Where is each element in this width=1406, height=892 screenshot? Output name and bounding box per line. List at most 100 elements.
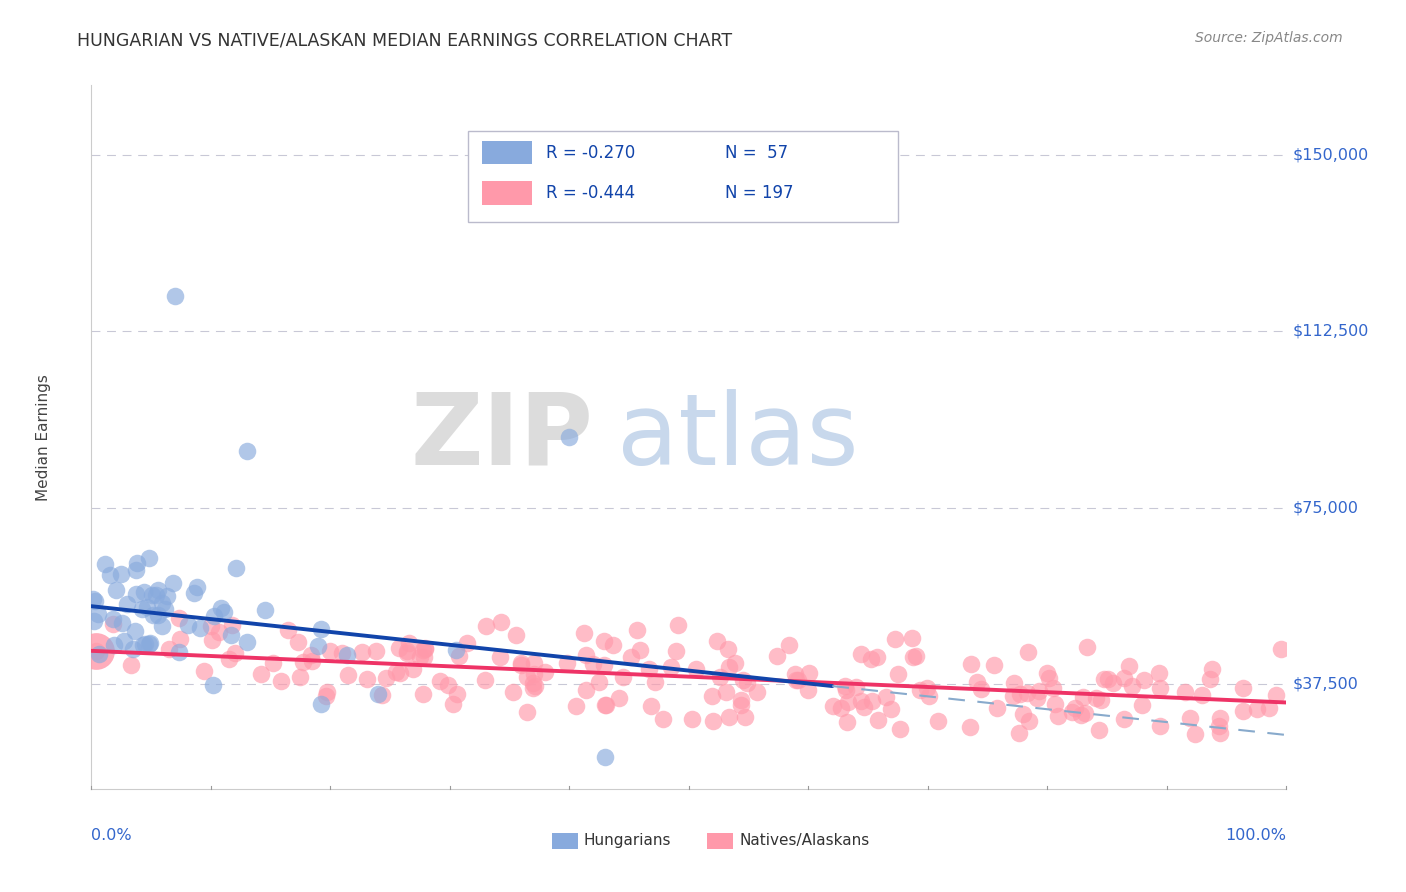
Point	[176, 618, 198, 632]
Point	[270, 673, 292, 688]
Point	[364, 644, 387, 658]
Point	[1118, 658, 1140, 673]
Point	[299, 648, 322, 662]
Point	[385, 665, 408, 680]
Point	[709, 670, 731, 684]
Point	[235, 444, 259, 458]
Point	[456, 636, 478, 650]
Point	[474, 618, 496, 632]
Point	[441, 697, 464, 711]
Point	[84, 644, 107, 658]
Point	[1042, 681, 1064, 695]
Text: $75,000: $75,000	[1292, 500, 1358, 515]
Point	[474, 673, 496, 687]
Point	[1002, 675, 1025, 690]
Point	[1010, 687, 1032, 701]
Point	[150, 596, 173, 610]
Point	[1070, 708, 1092, 723]
Point	[186, 580, 208, 594]
Point	[167, 611, 190, 625]
Point	[886, 666, 908, 681]
Point	[111, 616, 134, 631]
Point	[388, 640, 411, 655]
Point	[644, 675, 666, 690]
Text: 0.0%: 0.0%	[91, 828, 132, 843]
Point	[612, 670, 634, 684]
Point	[218, 651, 240, 665]
Point	[292, 655, 315, 669]
Point	[145, 588, 167, 602]
Point	[1007, 726, 1029, 740]
Point	[830, 700, 852, 714]
Point	[640, 699, 662, 714]
Point	[685, 662, 707, 676]
Point	[402, 662, 425, 676]
Point	[446, 643, 468, 657]
Text: R = -0.444: R = -0.444	[546, 184, 634, 202]
Point	[201, 632, 224, 647]
Point	[1038, 671, 1060, 685]
Point	[733, 673, 755, 687]
Point	[681, 712, 703, 726]
Point	[1112, 712, 1135, 726]
Point	[730, 698, 752, 712]
Point	[103, 638, 125, 652]
Point	[1184, 727, 1206, 741]
Point	[1257, 700, 1279, 714]
Point	[966, 675, 988, 690]
Point	[799, 665, 821, 680]
Point	[834, 682, 856, 697]
Point	[730, 692, 752, 706]
Point	[837, 695, 859, 709]
Point	[595, 698, 617, 713]
Point	[356, 673, 378, 687]
Point	[986, 701, 1008, 715]
Point	[765, 648, 787, 663]
Point	[866, 713, 889, 727]
Point	[723, 656, 745, 670]
Point	[505, 628, 527, 642]
Point	[1076, 640, 1098, 655]
Text: Median Earnings: Median Earnings	[37, 374, 51, 500]
Point	[105, 582, 128, 597]
Point	[778, 638, 800, 652]
Point	[1028, 684, 1050, 698]
Point	[193, 664, 215, 678]
Point	[395, 646, 418, 660]
Point	[1088, 723, 1111, 737]
Point	[880, 702, 903, 716]
Point	[1036, 666, 1059, 681]
Point	[139, 636, 162, 650]
Point	[315, 689, 337, 703]
Point	[110, 567, 132, 582]
Point	[412, 643, 434, 657]
Point	[592, 633, 614, 648]
Point	[1112, 671, 1135, 685]
Point	[212, 605, 235, 619]
Point	[523, 667, 546, 681]
Point	[208, 624, 231, 639]
Point	[100, 568, 122, 582]
Point	[336, 648, 359, 662]
Text: N =  57: N = 57	[725, 145, 787, 162]
Point	[1191, 688, 1213, 702]
Point	[262, 656, 284, 670]
Point	[602, 638, 624, 652]
Point	[117, 597, 139, 611]
Point	[413, 642, 436, 657]
Point	[565, 699, 588, 714]
Point	[146, 582, 169, 597]
Point	[1002, 689, 1025, 703]
Text: R = -0.270: R = -0.270	[546, 145, 634, 162]
Point	[131, 638, 153, 652]
Point	[1199, 673, 1222, 687]
Point	[395, 644, 418, 658]
Point	[200, 619, 222, 633]
Point	[449, 649, 471, 664]
Point	[236, 635, 259, 649]
Point	[1121, 679, 1143, 693]
Bar	[551, 833, 578, 848]
Point	[849, 648, 872, 662]
Point	[84, 594, 107, 608]
Point	[834, 679, 856, 693]
